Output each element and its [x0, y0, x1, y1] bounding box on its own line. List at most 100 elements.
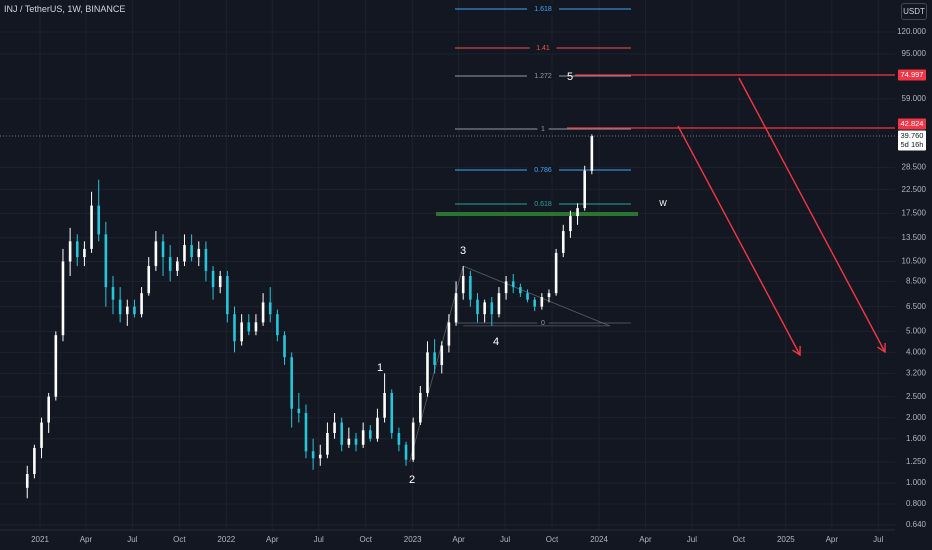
x-tick-month: Oct	[359, 535, 372, 544]
currency-unit-button[interactable]: USDT	[901, 3, 927, 20]
symbol-title[interactable]: INJ / TetherUS, 1W, BINANCE	[4, 4, 126, 14]
candle-body	[440, 345, 444, 365]
candle-body	[197, 248, 201, 258]
fib-label-bg	[537, 318, 549, 328]
candle-body	[297, 408, 301, 414]
y-tick-label: 2.000	[906, 413, 927, 422]
fib-label-0: 0	[541, 320, 545, 327]
wave-label-2: 2	[409, 474, 415, 486]
candle-body	[318, 454, 322, 459]
x-tick-year: 2024	[590, 535, 608, 544]
candles	[25, 134, 594, 499]
x-tick-month: Apr	[826, 535, 839, 544]
x-tick-month: Apr	[80, 535, 93, 544]
candle-body	[483, 302, 486, 315]
fib-label-bg	[527, 165, 559, 175]
x-tick-month: Jul	[314, 535, 324, 544]
x-tick-month: Oct	[733, 535, 746, 544]
candle-body	[569, 216, 572, 232]
x-tick-month: Jul	[687, 535, 697, 544]
price-label-bg	[898, 118, 926, 130]
candle-body	[576, 208, 579, 217]
y-tick-label: 5.000	[906, 326, 927, 335]
chart-annotations: 1.618 1.41 1.272 1 0.786 0.618 0	[409, 4, 638, 463]
candle-body	[419, 392, 422, 423]
fib-label-1-41: 1.41	[536, 45, 550, 52]
candle-body	[333, 422, 336, 433]
wave-label-w: W	[659, 199, 667, 208]
wave-label-1: 1	[377, 362, 383, 374]
target-arrow-2	[738, 77, 886, 353]
candle-body	[83, 248, 86, 258]
price-label-bg	[898, 69, 926, 81]
y-tick-label: 22.500	[902, 185, 927, 194]
fib-label-bg	[537, 124, 549, 134]
y-tick-label: 10.500	[902, 257, 927, 266]
candle-body	[90, 205, 93, 249]
chart-overlay: 1 2 3 4 5 W	[0, 71, 895, 486]
target-arrow-1	[677, 125, 801, 356]
candle-body	[404, 444, 408, 460]
price-label-white: 39.760	[901, 131, 924, 140]
candle-body	[33, 447, 36, 474]
candle-body	[176, 261, 179, 271]
x-tick-month: Jul	[500, 535, 510, 544]
candle-body	[519, 287, 522, 294]
candle-body	[311, 451, 315, 459]
x-tick-month: Jul	[127, 535, 137, 544]
fib-label-bg	[527, 4, 559, 14]
price-axis-panel	[895, 0, 932, 550]
candle-body	[390, 392, 394, 433]
candle-body	[154, 241, 158, 267]
candle-body	[583, 170, 587, 209]
fib-label-1: 1	[541, 126, 545, 133]
time-axis: 2021 Apr Jul Oct 2022 Apr Jul Oct 2023 Apr Jul Oct 2…	[0, 529, 895, 544]
candle-body	[133, 306, 136, 315]
chart-grid	[0, 0, 895, 530]
y-tick-label: 0.640	[906, 520, 927, 529]
candle-body	[47, 396, 50, 423]
candle-body	[476, 299, 479, 315]
y-tick-label: 13.500	[902, 233, 927, 242]
x-tick-month: Apr	[266, 535, 279, 544]
candle-body	[118, 299, 122, 315]
y-tick-label: 120.000	[897, 27, 926, 36]
candle-body	[190, 245, 193, 258]
x-tick-year: 2025	[777, 535, 795, 544]
candle-body	[411, 422, 415, 460]
candle-body	[290, 357, 293, 409]
candle-body	[533, 299, 536, 307]
candle-body	[211, 270, 215, 288]
candle-body	[469, 275, 472, 300]
y-tick-label: 4.000	[906, 347, 927, 356]
candle-body	[340, 422, 344, 445]
candle-body	[97, 205, 101, 235]
candle-body	[226, 275, 229, 315]
x-tick-month: Jul	[873, 535, 883, 544]
candle-body	[397, 432, 401, 445]
candle-body	[511, 281, 515, 288]
fib-label-1-272: 1.272	[534, 73, 552, 80]
candle-body	[590, 136, 594, 171]
candle-body	[254, 322, 258, 332]
y-tick-label: 28.500	[902, 163, 927, 172]
candle-body	[261, 302, 265, 323]
x-tick-year: 2023	[404, 535, 422, 544]
candle-body	[454, 293, 458, 323]
candle-body	[40, 422, 43, 448]
price-label-bg	[898, 139, 926, 151]
candle-body	[368, 430, 372, 439]
candle-body	[204, 248, 208, 271]
candle-body	[104, 234, 108, 288]
y-tick-label: 1.250	[906, 457, 927, 466]
y-tick-label: 95.000	[902, 49, 927, 58]
y-tick-label: 0.800	[906, 499, 927, 508]
x-tick-year: 2021	[31, 535, 49, 544]
x-tick-month: Apr	[452, 535, 465, 544]
candle-body	[497, 293, 501, 315]
wave-label-4: 4	[493, 336, 499, 348]
candle-body	[147, 266, 151, 294]
price-label-red: 42.824	[901, 119, 924, 128]
x-tick-month: Oct	[173, 535, 186, 544]
